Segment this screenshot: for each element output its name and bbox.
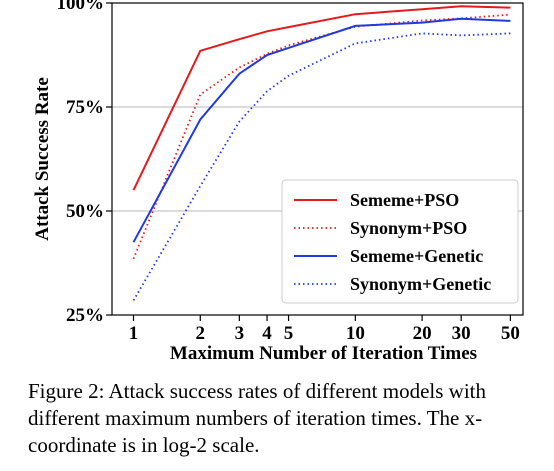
- x-tick-label: 4: [262, 323, 272, 344]
- x-tick-label: 10: [346, 323, 365, 344]
- x-tick-label: 3: [235, 323, 245, 344]
- y-tick-label: 100%: [57, 0, 105, 14]
- attack-success-chart: 25% 50% 75% 100% 1 2 3 4 5 10 20 30 50 Sememe+PSO Syn…: [32, 0, 524, 364]
- legend: Sememe+PSO Synonym+PSO Sememe+Genetic Synon…: [281, 179, 519, 304]
- y-tick-label: 50%: [66, 201, 104, 222]
- x-tick-label: 20: [413, 323, 432, 344]
- x-tick-label: 50: [501, 323, 520, 344]
- series-lines: [132, 5, 511, 301]
- legend-label: Sememe+PSO: [350, 190, 459, 210]
- x-tick-label: 5: [284, 323, 294, 344]
- x-tick-label: 2: [196, 323, 206, 344]
- series-line-sememe-genetic: [132, 17, 511, 243]
- x-tick-label: 30: [452, 323, 471, 344]
- series-line-synonym-genetic: [132, 32, 511, 301]
- y-tick-label: 25%: [66, 305, 104, 326]
- series-line-sememe-pso: [132, 5, 511, 191]
- y-axis-title: Attack Success Rate: [32, 77, 53, 241]
- x-axis-title: Maximum Number of Iteration Times: [170, 343, 477, 364]
- legend-box: [281, 179, 519, 304]
- legend-label: Synonym+PSO: [350, 218, 467, 238]
- axis-ticks: 25% 50% 75% 100% 1 2 3 4 5 10 20 30 50: [57, 0, 520, 344]
- y-tick-label: 75%: [66, 97, 104, 118]
- x-tick-label: 1: [129, 323, 139, 344]
- legend-label: Synonym+Genetic: [350, 274, 491, 294]
- figure-caption: Figure 2: Attack success rates of differ…: [28, 379, 487, 457]
- plot-frame: [111, 2, 524, 316]
- legend-label: Sememe+Genetic: [350, 246, 483, 266]
